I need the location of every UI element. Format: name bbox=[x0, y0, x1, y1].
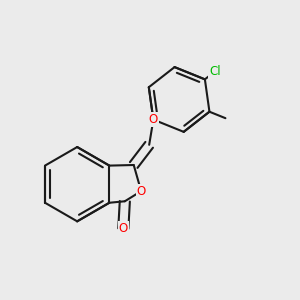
Text: O: O bbox=[149, 113, 158, 126]
Text: O: O bbox=[136, 185, 146, 198]
Text: Cl: Cl bbox=[209, 65, 220, 78]
Text: O: O bbox=[119, 222, 128, 235]
